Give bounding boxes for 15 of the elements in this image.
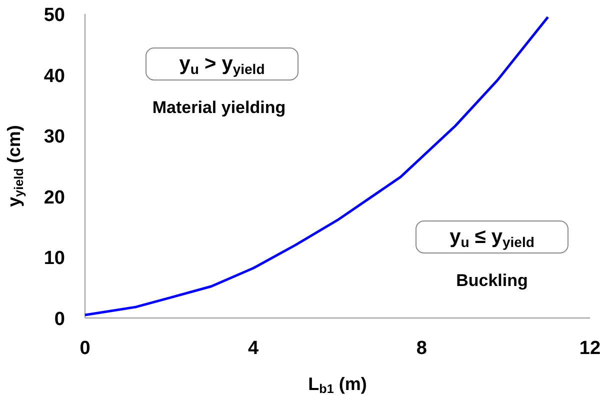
x-tick-label: 0 <box>80 338 90 359</box>
y-tick-label: 30 <box>44 126 65 148</box>
y-tick-label: 0 <box>54 309 65 330</box>
annotation: y$_{u}$ ≤ y$_{yield}$ <box>450 226 534 250</box>
x-tick-label: 4 <box>248 338 260 359</box>
y-tick-label: 40 <box>44 66 65 87</box>
annotation: Material yielding <box>152 98 286 117</box>
x-tick-label: 12 <box>579 338 600 359</box>
x-axis-title: L$_{b1}$ (m) <box>308 374 367 395</box>
annotation: Buckling <box>456 271 528 290</box>
y-tick-label: 10 <box>44 248 65 270</box>
x-tick-label: 8 <box>416 338 427 359</box>
y-tick-label: 50 <box>44 5 65 26</box>
annotation: y$_{u}$ > y$_{yield}$ <box>179 53 265 76</box>
y-tick-label: 20 <box>44 187 65 208</box>
